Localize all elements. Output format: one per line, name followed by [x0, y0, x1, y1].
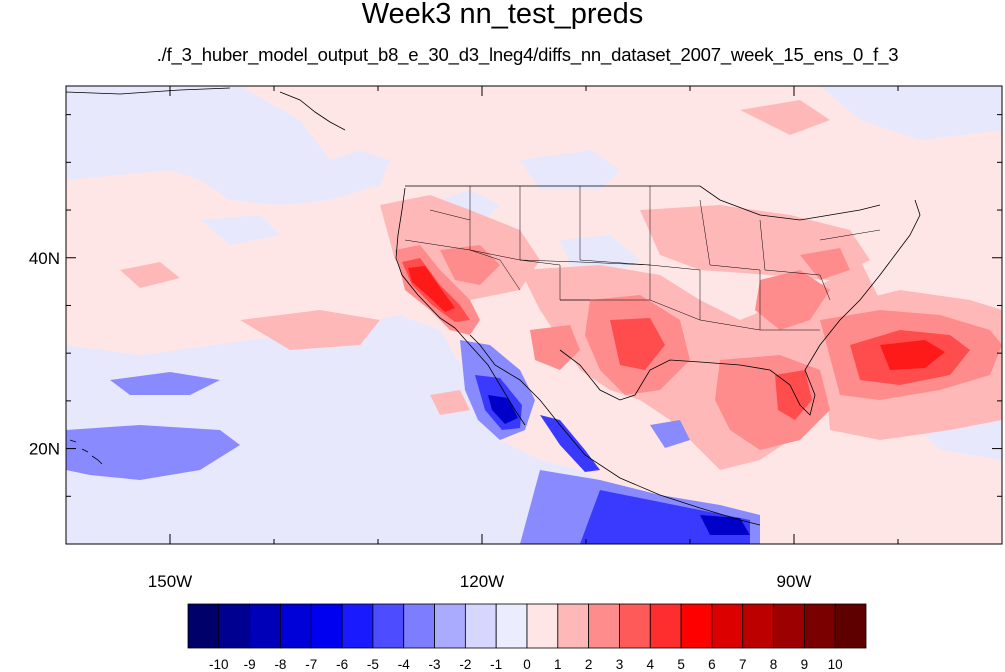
colorbar-swatch: [803, 603, 836, 649]
colorbar-swatch: [649, 603, 682, 649]
colorbar-swatch: [557, 603, 590, 649]
colorbar-swatch: [588, 603, 620, 649]
colorbar-label: -7: [305, 657, 317, 672]
colorbar-label: 3: [616, 657, 624, 672]
colorbar-swatch: [310, 603, 343, 649]
positive-anomaly-peak: [408, 266, 945, 370]
colorbar-label: 6: [708, 657, 716, 672]
colorbar-swatch: [711, 603, 744, 649]
colorbar-label: -5: [367, 657, 379, 672]
colorbar-label: 4: [647, 657, 655, 672]
x-tick-label: 90W: [777, 572, 812, 591]
hawaii-islands: [69, 439, 103, 465]
colorbar-label: 1: [554, 657, 562, 672]
colorbar-swatch: [341, 603, 374, 649]
colorbar-label: -9: [244, 657, 256, 672]
colorbar-swatch: [834, 603, 867, 649]
colorbar-label: 9: [801, 657, 809, 672]
colorbar-label: -6: [336, 657, 348, 672]
colorbar-swatch: [680, 603, 713, 649]
colorbar-swatch: [464, 603, 497, 649]
y-tick-label: 40N: [29, 249, 60, 268]
colorbar-label: -4: [398, 657, 410, 672]
colorbar-label: 0: [523, 657, 531, 672]
colorbar-label: -1: [490, 657, 502, 672]
colorbar-swatch: [619, 603, 651, 649]
plot-frame: [65, 85, 1003, 545]
colorbar-swatch: [773, 603, 805, 649]
colorbar-swatch: [372, 603, 405, 649]
colorbar-swatch: [403, 603, 435, 649]
colorbar-swatch: [526, 603, 559, 649]
colorbar-swatch: [434, 603, 466, 649]
colorbar-swatch: [249, 603, 281, 649]
axis-tick-labels: 150W 120W 90W 40N 20N: [29, 249, 812, 591]
colorbar-label: -8: [274, 657, 286, 672]
colorbar-label: 7: [739, 657, 747, 672]
colorbar-swatch: [218, 603, 251, 649]
map-subtitle: ./f_3_huber_model_output_b8_e_30_d3_lneg…: [156, 44, 899, 65]
contour-field: [66, 86, 1002, 544]
colorbar-swatch: [280, 603, 312, 649]
state-borders: [404, 186, 881, 331]
coastlines: [66, 87, 921, 526]
y-tick-label: 20N: [29, 440, 60, 459]
colorbar-label: 2: [585, 657, 593, 672]
x-tick-label: 150W: [148, 572, 192, 591]
colorbar-label: -2: [459, 657, 471, 672]
map-title: Week3 nn_test_preds: [361, 0, 644, 30]
negative-anomaly-peak: [488, 395, 750, 535]
x-tick-label: 120W: [460, 572, 504, 591]
colorbar-label: 5: [677, 657, 685, 672]
axis-ticks: [65, 86, 1003, 545]
colorbar-swatch: [187, 603, 220, 649]
colorbar-swatch: [495, 603, 528, 649]
colorbar-label: 8: [770, 657, 778, 672]
colorbar: -10 -9 -8 -7 -6 -5 -4 -3 -2 -1 0 1 2 3 4 5 6 7 8 9 10: [187, 603, 867, 672]
colorbar-label: 10: [828, 657, 843, 672]
colorbar-swatch: [742, 603, 774, 649]
colorbar-label: -3: [429, 657, 441, 672]
colorbar-label: -10: [209, 657, 229, 672]
